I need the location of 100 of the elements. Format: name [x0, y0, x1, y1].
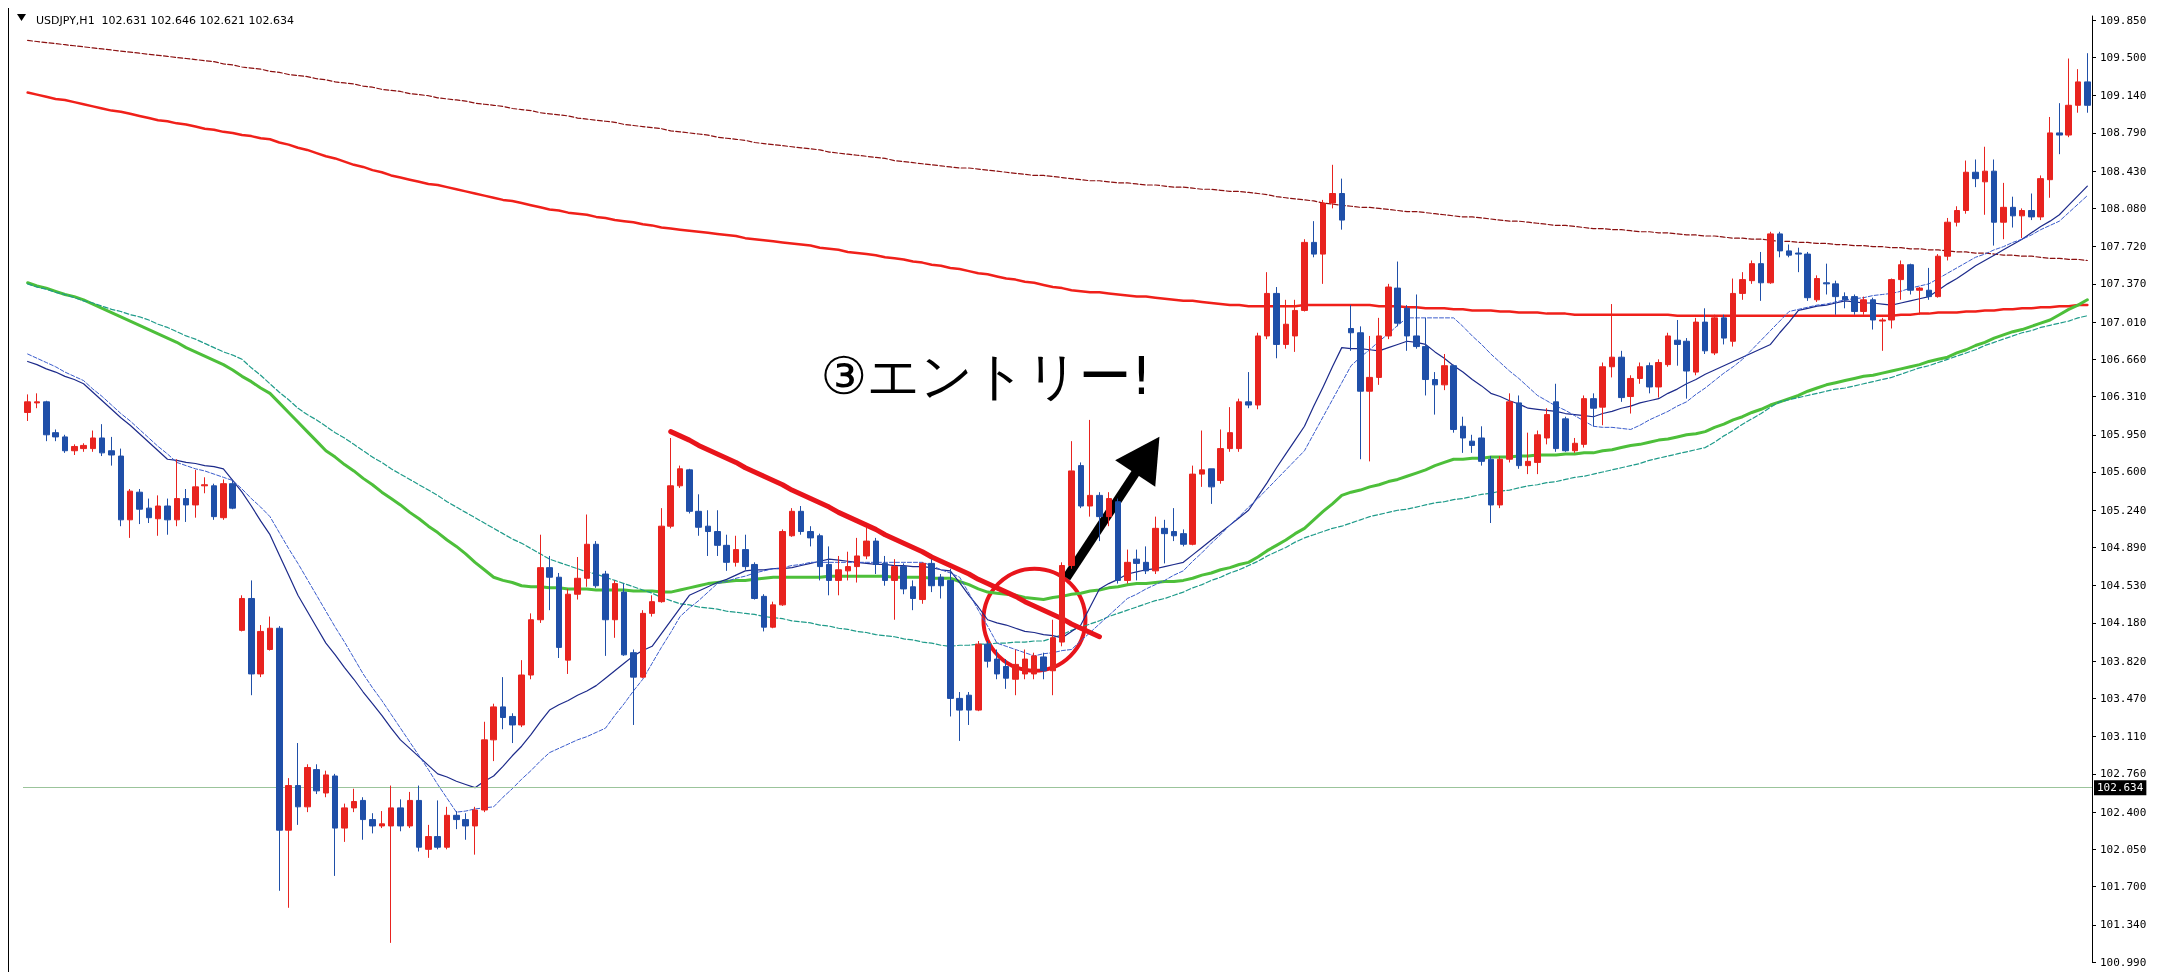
candlestick [658, 507, 665, 604]
candlestick [1441, 353, 1448, 391]
candlestick [1357, 325, 1364, 460]
candlestick [2010, 196, 2016, 229]
candlestick [1152, 516, 1159, 575]
candlestick [1133, 549, 1140, 581]
candlestick [1516, 394, 1522, 470]
candlestick [565, 588, 571, 675]
candlestick [556, 572, 562, 659]
candlestick [1851, 293, 1858, 316]
y-tick-label: 101.340 [2100, 918, 2147, 932]
candlestick [341, 803, 348, 843]
candlestick [108, 436, 115, 467]
candlestick [1627, 374, 1634, 415]
candlestick [1394, 261, 1401, 327]
y-tick-label: 107.370 [2100, 277, 2147, 291]
candlestick [1404, 304, 1410, 352]
candlestick [472, 806, 478, 856]
candlestick [975, 640, 982, 712]
candlestick [444, 806, 450, 850]
candlestick [1721, 314, 1727, 345]
candlestick [1544, 407, 1550, 445]
candlestick [43, 400, 50, 442]
candlestick [1618, 350, 1625, 403]
candlestick [1432, 371, 1438, 416]
y-tick-label: 109.850 [2100, 13, 2147, 27]
candlestick [602, 570, 609, 657]
candlestick [1059, 561, 1065, 647]
y-tick-label: 105.950 [2100, 428, 2147, 442]
line-series [27, 39, 2088, 262]
candlestick [1823, 263, 1830, 295]
candlestick [798, 505, 804, 536]
candlestick [462, 812, 469, 841]
candlestick [2075, 68, 2081, 114]
candlestick [323, 770, 329, 798]
candlestick [994, 649, 1000, 680]
candlestick [1870, 297, 1876, 331]
candlestick [1478, 425, 1485, 467]
chart-title: USDJPY,H1 102.631 102.646 102.621 102.634 [36, 14, 295, 27]
candlestick [882, 555, 888, 587]
candlestick [192, 469, 199, 519]
candlestick [369, 812, 376, 834]
candlestick [733, 535, 739, 568]
candlestick [490, 703, 497, 762]
candlestick [761, 593, 767, 632]
candlestick [1814, 274, 1820, 303]
candlestick [518, 659, 525, 728]
candlestick [211, 483, 217, 521]
candlestick [1469, 434, 1475, 454]
candlestick [751, 561, 758, 601]
candlestick [1972, 158, 1979, 188]
candlestick [1954, 205, 1960, 227]
candlestick [873, 537, 879, 575]
candlestick [1898, 259, 1904, 301]
candlestick [1683, 337, 1690, 400]
candlestick [164, 498, 171, 536]
candlestick [1031, 652, 1037, 680]
candlestick [956, 691, 963, 742]
candlestick [1534, 430, 1541, 475]
y-tick-label: 102.760 [2100, 767, 2147, 781]
candlestick [34, 392, 40, 409]
candlestick [1963, 160, 1969, 215]
candlestick [1124, 549, 1131, 585]
candlestick [1506, 392, 1513, 463]
candlestick [1777, 231, 1783, 258]
annotation: ③エントリー! [820, 345, 1152, 406]
candlestick [1944, 217, 1951, 261]
candlestick [257, 624, 264, 678]
candlestick [1991, 158, 1997, 247]
candlestick [248, 579, 255, 696]
candlestick [714, 509, 721, 557]
candlestick [90, 430, 96, 453]
candlestick [1926, 267, 1932, 301]
candlestick [1422, 317, 1429, 396]
y-tick-label: 100.990 [2100, 955, 2147, 969]
candlestick [1022, 649, 1028, 680]
candlestick [1068, 440, 1075, 570]
candlestick [826, 545, 832, 596]
candlestick [1301, 238, 1308, 312]
candlestick [1050, 619, 1056, 696]
candlestick [52, 428, 59, 442]
candlestick [928, 558, 935, 593]
candlestick [863, 526, 870, 560]
candlestick [1637, 362, 1643, 385]
candlestick [835, 555, 842, 596]
candlestick [360, 796, 366, 841]
candlestick [1329, 164, 1336, 209]
candlestick [1460, 416, 1466, 454]
candlestick [919, 561, 926, 605]
candlestick [509, 712, 516, 744]
candlestick [1982, 146, 1988, 216]
candlestick [1199, 430, 1205, 488]
candlestick [966, 691, 972, 726]
candlestick [1674, 319, 1681, 367]
y-tick-label: 103.470 [2100, 691, 2147, 705]
candlestick [481, 721, 488, 813]
candlestick [593, 540, 599, 589]
candlestick [1553, 383, 1559, 453]
candlestick [1245, 371, 1252, 409]
candlestick [900, 562, 907, 595]
